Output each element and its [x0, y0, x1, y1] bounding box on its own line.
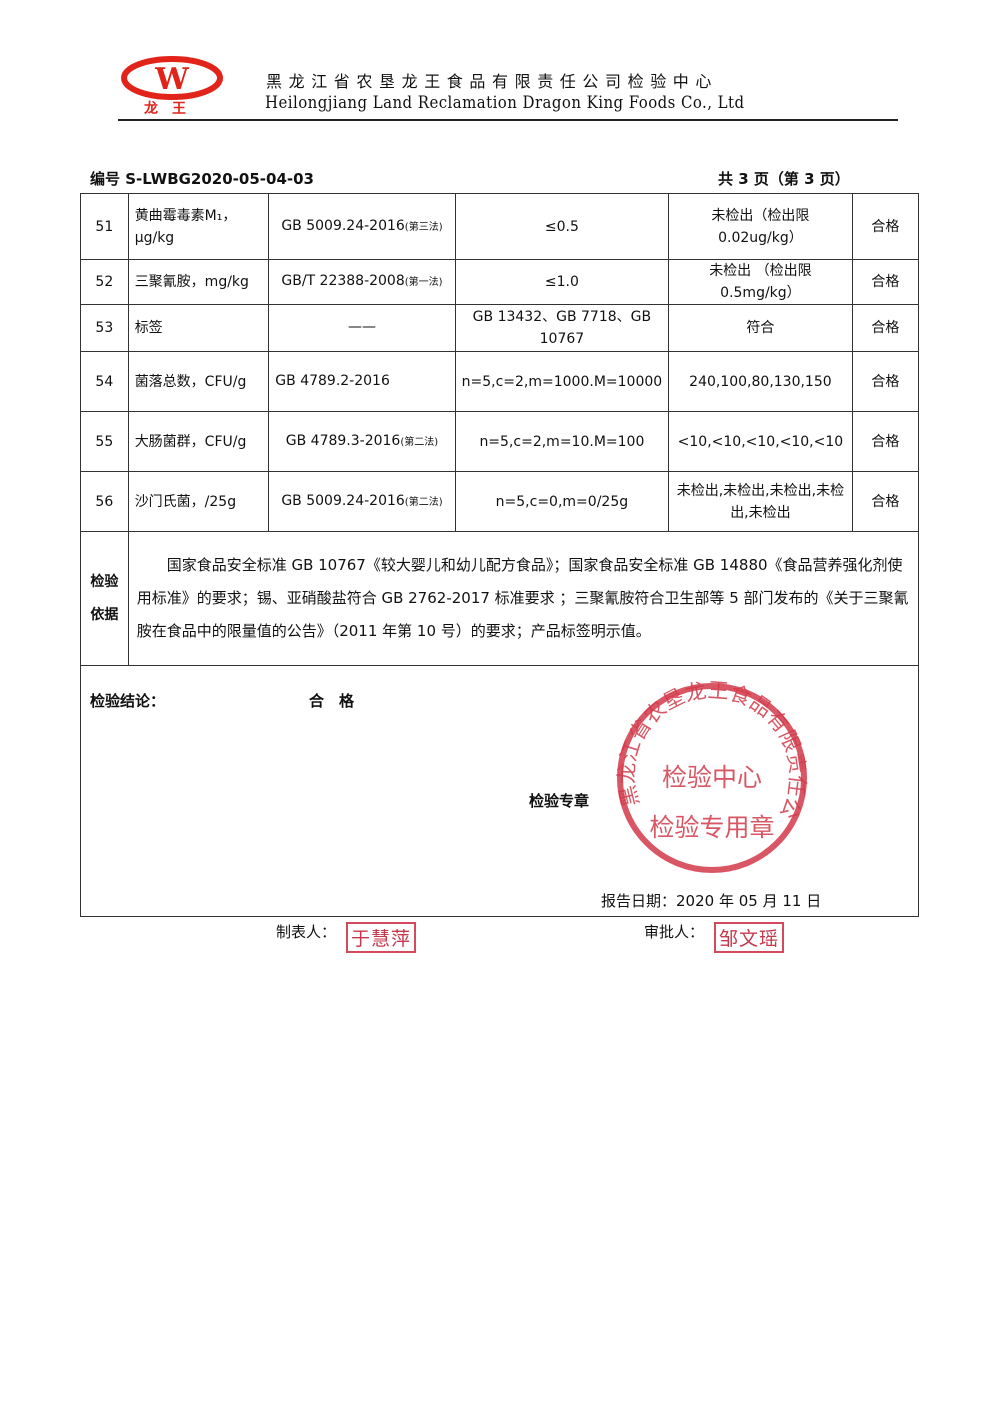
test-method: —— — [268, 304, 456, 352]
document-number: 编号 S-LWBG2020-05-04-03 — [90, 170, 314, 188]
standard-value: n=5,c=2,m=10.M=100 — [454, 411, 670, 472]
verdict: 合格 — [851, 259, 920, 305]
row-number: 56 — [80, 471, 129, 532]
test-item: 标签 — [127, 304, 270, 352]
basis-row: 检验依据 国家食品安全标准 GB 10767《较大婴儿和幼儿配方食品》；国家食品… — [80, 531, 920, 666]
method-code: GB 5009.24-2016 — [281, 217, 405, 234]
svg-text:检验专用章: 检验专用章 — [649, 813, 774, 842]
method-code: GB/T 22388-2008 — [281, 273, 405, 289]
row-number: 51 — [80, 193, 129, 260]
approver-signature-stamp: 邹文瑶 — [714, 922, 785, 953]
method-note: (第二法) — [404, 496, 443, 508]
test-item: 三聚氰胺，mg/kg — [127, 259, 270, 305]
maker-signature-stamp: 于慧萍 — [346, 922, 417, 953]
method-code: —— — [347, 319, 376, 335]
method-code: GB 4789.2-2016 — [275, 372, 390, 389]
test-item: 黄曲霉毒素M₁，μg/kg — [127, 193, 270, 260]
table-row: 56 沙门氏菌，/25g GB 5009.24-2016(第二法) n=5,c=… — [80, 471, 920, 532]
test-item: 沙门氏菌，/25g — [127, 471, 270, 532]
verdict: 合格 — [851, 471, 920, 532]
standard-value: ≤0.5 — [454, 193, 670, 260]
inspection-seal: 黑龙江省农垦龙王食品有限责任公司 检验中心 检验专用章 — [612, 680, 810, 873]
test-result: 未检出,未检出,未检出,未检出,未检出 — [668, 471, 853, 532]
test-method: GB 4789.2-2016 — [268, 351, 456, 412]
page-count: 共 3 页（第 3 页） — [718, 170, 850, 188]
table-row: 55 大肠菌群，CFU/g GB 4789.3-2016(第二法) n=5,c=… — [80, 411, 920, 472]
company-name-cn: 黑龙江省农垦龙王食品有限责任公司检验中心 — [266, 72, 719, 91]
test-result: 240,100,80,130,150 — [668, 351, 853, 412]
standard-value: n=5,c=2,m=1000.M=10000 — [454, 351, 670, 412]
verdict: 合格 — [851, 304, 920, 352]
svg-text:黑龙江省农垦龙王食品有限责任公司: 黑龙江省农垦龙王食品有限责任公司 — [612, 680, 810, 822]
standard-value: GB 13432、GB 7718、GB 10767 — [454, 304, 670, 352]
row-number: 52 — [80, 259, 129, 305]
test-result: 未检出 （检出限0.5mg/kg） — [668, 259, 853, 305]
seal-label: 检验专章 — [529, 792, 590, 810]
method-note: (第一法) — [404, 277, 443, 288]
svg-text:W: W — [154, 62, 190, 97]
method-note: (第三法) — [404, 221, 443, 233]
test-method: GB 5009.24-2016(第三法) — [268, 193, 456, 260]
conclusion-value: 合 格 — [309, 692, 355, 710]
table-row: 51 黄曲霉毒素M₁，μg/kg GB 5009.24-2016(第三法) ≤0… — [80, 193, 920, 260]
row-number: 53 — [80, 304, 129, 352]
test-item: 菌落总数，CFU/g — [127, 351, 270, 412]
results-table: 51 黄曲霉毒素M₁，μg/kg GB 5009.24-2016(第三法) ≤0… — [80, 193, 920, 917]
svg-text:检验中心: 检验中心 — [662, 763, 762, 792]
test-item: 大肠菌群，CFU/g — [127, 411, 270, 472]
verdict: 合格 — [851, 193, 920, 260]
test-result: 未检出（检出限0.02ug/kg） — [668, 193, 853, 260]
method-code: GB 4789.3-2016 — [285, 432, 401, 449]
basis-label: 检验依据 — [80, 531, 129, 666]
approver-label: 审批人： — [644, 923, 705, 941]
verdict: 合格 — [851, 411, 920, 472]
standard-value: n=5,c=0,m=0/25g — [454, 471, 670, 532]
method-code: GB 5009.24-2016 — [281, 492, 405, 509]
svg-text:龙王: 龙王 — [143, 100, 200, 116]
basis-text: 国家食品安全标准 GB 10767《较大婴儿和幼儿配方食品》；国家食品安全标准 … — [127, 531, 920, 666]
header-divider — [118, 119, 898, 121]
test-method: GB/T 22388-2008(第一法) — [268, 259, 456, 305]
company-name-en: Heilongjiang Land Reclamation Dragon Kin… — [265, 93, 745, 113]
test-method: GB 4789.3-2016(第二法) — [268, 411, 456, 472]
table-row: 52 三聚氰胺，mg/kg GB/T 22388-2008(第一法) ≤1.0 … — [80, 259, 920, 305]
test-method: GB 5009.24-2016(第二法) — [268, 471, 456, 532]
conclusion-label: 检验结论： — [90, 692, 166, 710]
test-result: 符合 — [668, 304, 853, 352]
maker-label: 制表人： — [276, 923, 337, 941]
conclusion-row: 检验结论： 合 格 检验专章 报告日期：2020 年 05 月 11 日 — [80, 665, 919, 917]
test-result: <10,<10,<10,<10,<10 — [668, 411, 853, 472]
method-note: (第二法) — [400, 436, 439, 448]
row-number: 54 — [80, 351, 129, 412]
verdict: 合格 — [851, 351, 920, 412]
report-date: 报告日期：2020 年 05 月 11 日 — [601, 892, 822, 910]
standard-value: ≤1.0 — [454, 259, 670, 305]
row-number: 55 — [80, 411, 129, 472]
company-logo: W 龙王 ® — [121, 56, 223, 116]
table-row: 53 标签 —— GB 13432、GB 7718、GB 10767 符合 合格 — [80, 304, 920, 352]
table-row: 54 菌落总数，CFU/g GB 4789.2-2016 n=5,c=2,m=1… — [80, 351, 920, 412]
